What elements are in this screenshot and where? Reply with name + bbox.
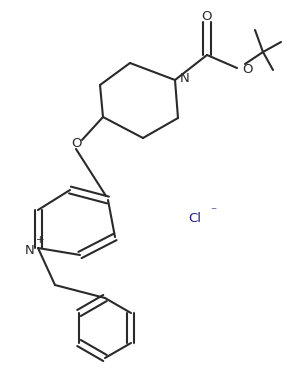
Text: Cl: Cl [188,212,201,225]
Text: O: O [71,137,81,149]
Text: N: N [24,243,34,256]
Text: N: N [180,71,190,84]
Text: O: O [202,10,212,23]
Text: ⁻: ⁻ [210,205,216,219]
Text: +: + [36,235,44,245]
Text: O: O [242,63,252,75]
